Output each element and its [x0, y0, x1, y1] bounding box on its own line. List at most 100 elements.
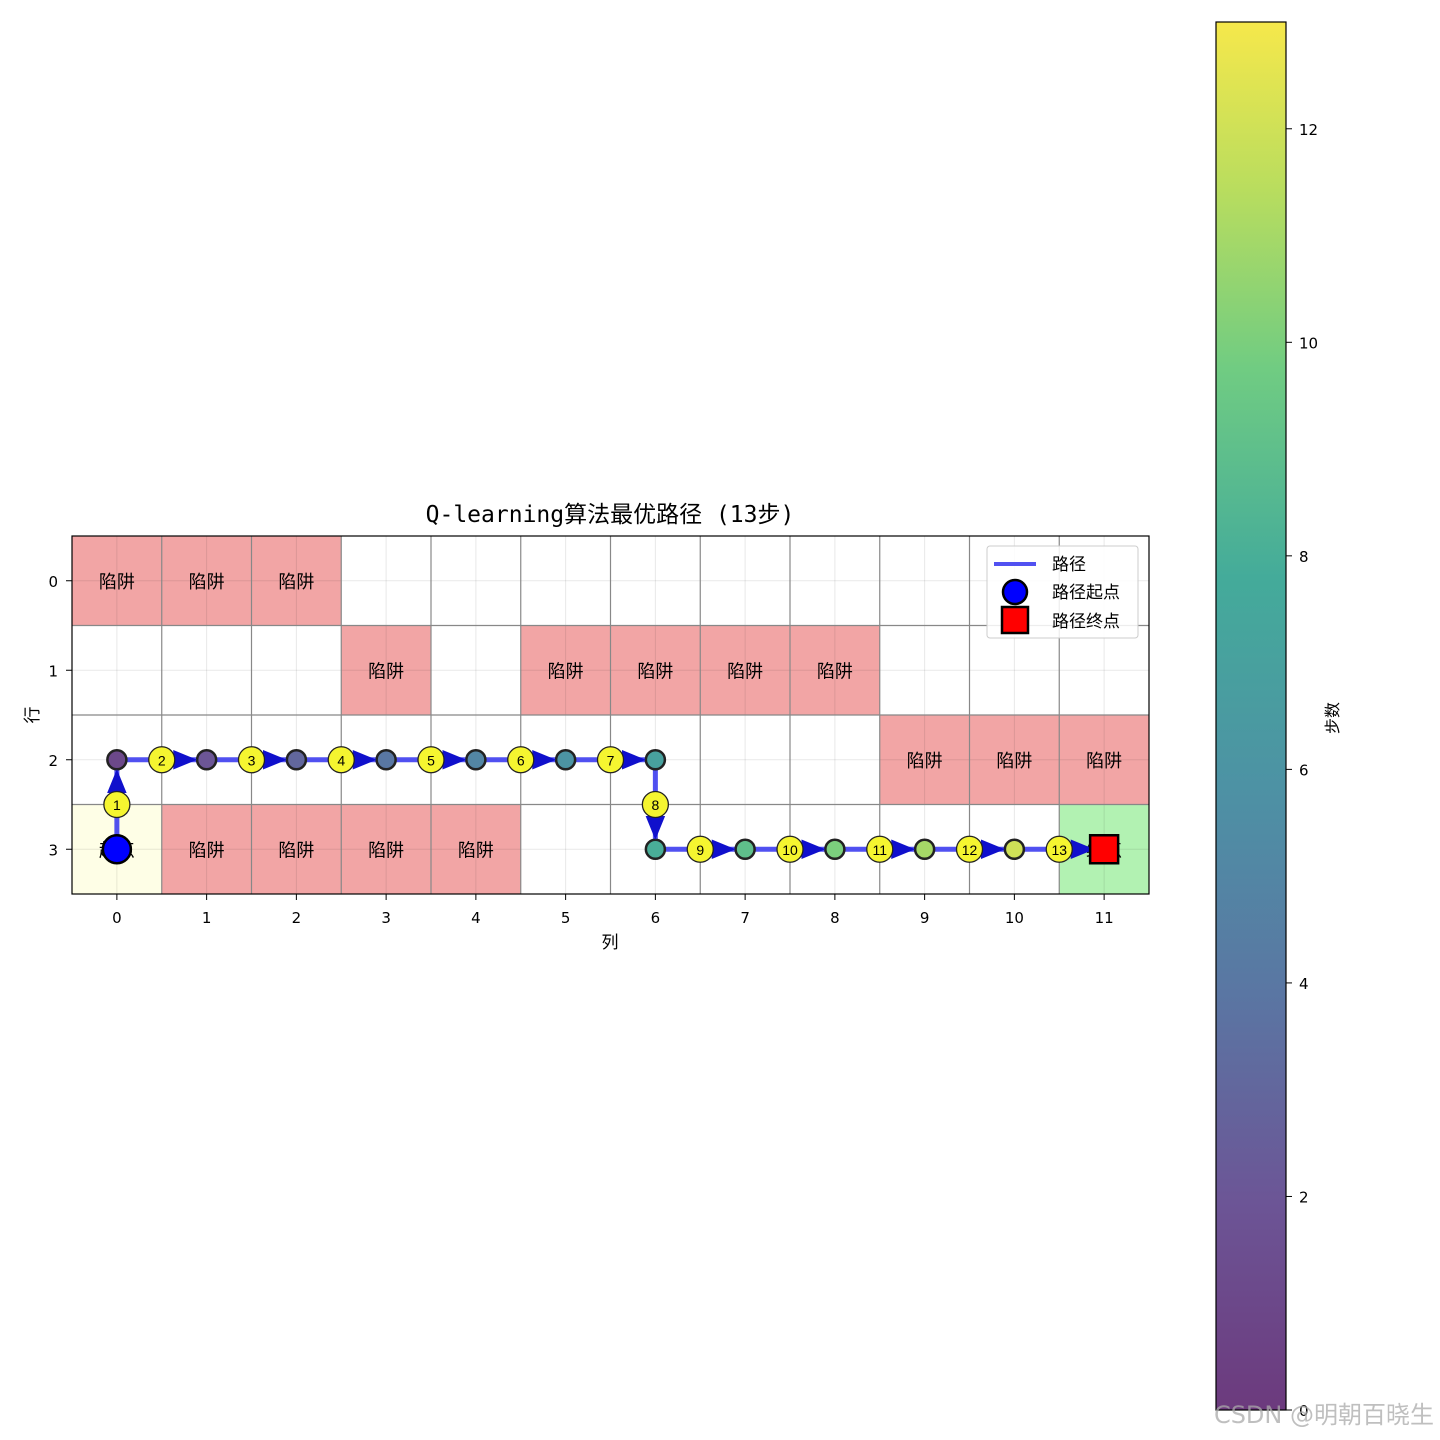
path-endpoints: [101, 834, 1120, 865]
step-badge: [103, 790, 131, 819]
path-point: [913, 838, 936, 860]
trap-label: 陷阱: [817, 661, 853, 682]
path-point: [554, 749, 577, 771]
step-badge-label: 4: [337, 752, 345, 768]
step-badge-label: 8: [651, 797, 659, 813]
trap-label: 陷阱: [99, 572, 135, 593]
grid-cell: [251, 804, 342, 894]
grid-cell: [520, 804, 611, 894]
trap-label: 陷阱: [637, 661, 673, 682]
grid-cell: [879, 625, 970, 715]
step-badge: [596, 746, 625, 774]
step-badge-label: 2: [158, 752, 166, 768]
step-badge-label: 1: [113, 797, 121, 813]
grid-cell: [161, 625, 252, 715]
x-tick-label: 8: [830, 909, 840, 927]
legend-path-label: 路径: [1052, 555, 1086, 575]
grid-cell: [341, 804, 431, 894]
y-tick-label: 3: [48, 841, 58, 859]
trap-label: 陷阱: [368, 661, 404, 682]
step-badge: [507, 746, 535, 774]
step-badge: [641, 790, 670, 819]
y-axis-label: 行: [23, 707, 43, 724]
grid-cell: [790, 625, 880, 715]
x-tick-label: 5: [561, 909, 571, 927]
grid-cell: [161, 804, 252, 894]
step-badge: [776, 835, 804, 863]
legend: 路径 路径起点 路径终点: [986, 545, 1139, 639]
trap-label: 陷阱: [368, 840, 404, 861]
step-badge-label: 9: [696, 842, 704, 858]
path-point: [644, 749, 667, 771]
colorbar: 0 2 4 6 8 10 12 步数: [1215, 21, 1342, 1420]
grid-cell: [341, 536, 431, 626]
trap-label: 陷阱: [1086, 751, 1122, 772]
step-badge-label: 11: [872, 842, 887, 858]
grid-cell: [700, 715, 790, 805]
trap-label: 陷阱: [189, 572, 225, 593]
cell-labels: 陷阱陷阱陷阱陷阱陷阱陷阱陷阱陷阱陷阱陷阱陷阱陷阱陷阱陷阱陷阱起点终点: [99, 572, 1122, 862]
plot-frame: [71, 535, 1150, 895]
x-tick-label: 4: [471, 909, 481, 927]
grid-cell: [431, 536, 521, 626]
chart-title: Q-learning算法最优路径 (13步): [426, 502, 795, 528]
x-axis-ticks: 0 1 2 3 4 5 6 7 8 9 10 11: [112, 894, 1114, 927]
x-tick-label: 10: [1005, 909, 1024, 927]
path-arrows: [107, 750, 1095, 859]
step-badge: [148, 746, 176, 774]
legend-end-marker: [1000, 605, 1030, 635]
grid-cell: [610, 536, 701, 626]
step-badge: [866, 835, 894, 863]
watermark: CSDN @明朝百晓生: [1213, 1401, 1434, 1429]
legend-end-label: 路径终点: [1052, 612, 1120, 632]
grid-cell: [520, 536, 611, 626]
x-tick-label: 11: [1095, 909, 1114, 927]
x-tick-label: 1: [202, 909, 212, 927]
step-badge: [686, 835, 714, 863]
grid-cell: [790, 536, 880, 626]
trap-label: 陷阱: [278, 840, 314, 861]
path-point: [1003, 838, 1026, 860]
grid-cell: [610, 625, 701, 715]
step-badge-label: 5: [427, 752, 435, 768]
colorbar-fill: [1215, 21, 1287, 1411]
x-tick-label: 6: [651, 909, 661, 927]
grid-cell: [520, 625, 611, 715]
colorbar-label: 步数: [1323, 702, 1342, 734]
step-badge-label: 12: [962, 842, 978, 858]
grid-cell: [790, 715, 880, 805]
trap-label: 陷阱: [727, 661, 763, 682]
grid-cell: [431, 804, 521, 894]
trap-label: 陷阱: [278, 572, 314, 593]
x-axis-label: 列: [602, 933, 619, 953]
y-tick-label: 1: [48, 662, 58, 680]
legend-start-label: 路径起点: [1052, 583, 1120, 603]
trap-label: 陷阱: [548, 661, 584, 682]
grid-cell: [700, 625, 790, 715]
grid-cell: [72, 625, 162, 715]
path-point: [375, 749, 397, 771]
step-badge: [1045, 835, 1073, 863]
grid-cell: [1059, 625, 1149, 715]
x-tick-label: 3: [381, 909, 391, 927]
path-point: [465, 749, 487, 771]
grid-cell: [72, 536, 162, 626]
colorbar-tick-label: 10: [1299, 334, 1318, 352]
step-badge-label: 10: [782, 842, 798, 858]
y-tick-label: 0: [48, 573, 58, 591]
step-badge-label: 7: [607, 752, 615, 768]
colorbar-ticks: 0 2 4 6 8 10 12: [1286, 121, 1318, 1420]
path-end-marker: [1088, 834, 1120, 865]
legend-start-marker: [1001, 578, 1029, 606]
trap-label: 陷阱: [907, 751, 943, 772]
colorbar-tick-label: 8: [1299, 548, 1309, 566]
grid-cell: [879, 536, 970, 626]
step-badge-label: 13: [1051, 842, 1067, 858]
trap-label: 陷阱: [189, 840, 225, 861]
grid-cell: [700, 536, 790, 626]
path-point: [106, 749, 128, 771]
grid-cell: [251, 625, 342, 715]
colorbar-tick-label: 2: [1299, 1188, 1309, 1206]
y-axis-ticks: 0 1 2 3: [48, 573, 72, 859]
